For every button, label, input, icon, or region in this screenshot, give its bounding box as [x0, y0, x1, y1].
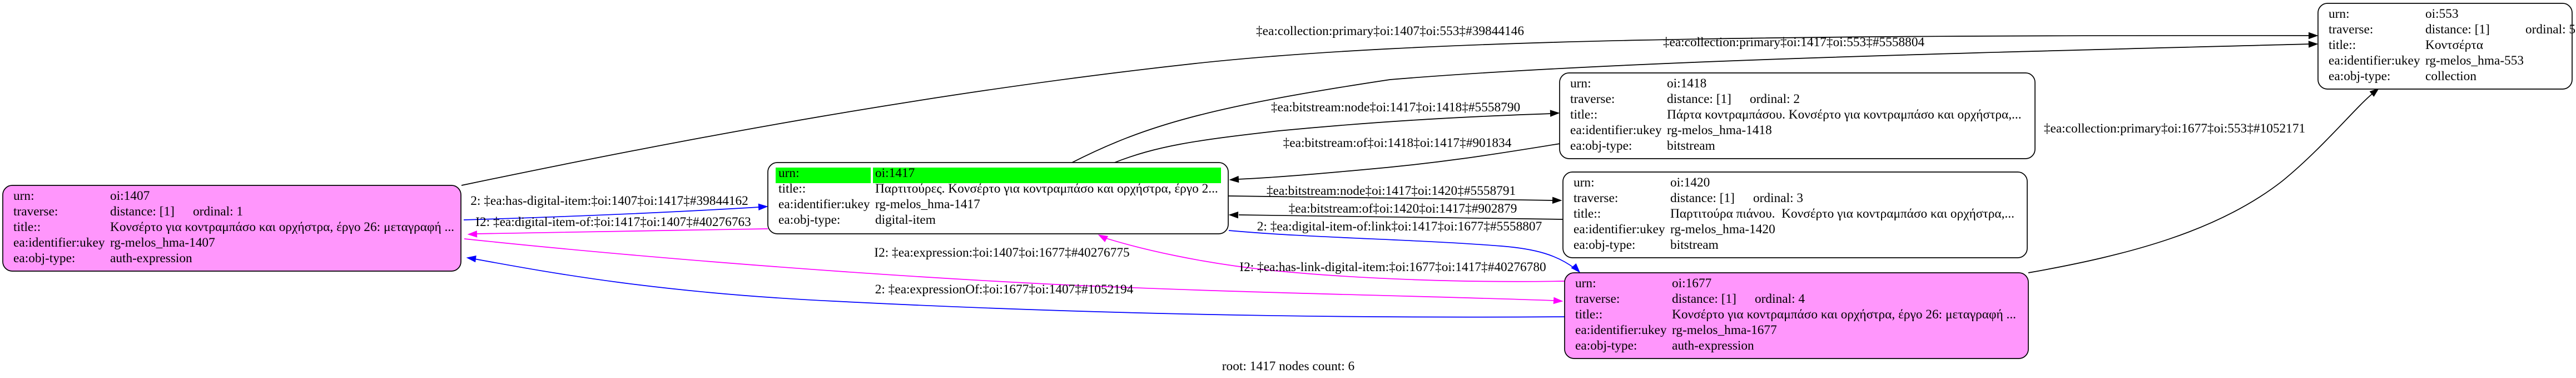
svg-text:I2: ‡ea:has-link-digital-item:: I2: ‡ea:has-link-digital-item:‡oi:1677‡o…	[1239, 260, 1546, 274]
svg-text:ordinal: 2: ordinal: 2	[1750, 92, 1800, 106]
svg-text:traverse:: traverse:	[1570, 92, 1615, 106]
svg-text:urn:: urn:	[13, 189, 34, 203]
svg-text:I2: ‡ea:expression:‡oi:1407‡oi: I2: ‡ea:expression:‡oi:1407‡oi:1677‡#402…	[874, 246, 1129, 260]
svg-text:rg-melos_hma-1417: rg-melos_hma-1417	[875, 197, 980, 212]
svg-text:traverse:: traverse:	[2329, 22, 2373, 37]
svg-text:auth-expression: auth-expression	[110, 251, 192, 266]
svg-text:ea:identifier:ukey: ea:identifier:ukey	[2329, 53, 2420, 68]
svg-text:ea:obj-type:: ea:obj-type:	[13, 251, 75, 266]
svg-text:Κοντσέρτα: Κοντσέρτα	[2425, 38, 2483, 52]
svg-text:title::: title::	[1570, 107, 1597, 122]
svg-text:distance: [1]: distance: [1]	[1667, 92, 1731, 106]
svg-text:distance: [1]: distance: [1]	[110, 204, 175, 219]
svg-text:urn:: urn:	[778, 166, 800, 180]
svg-text:‡ea:collection:primary‡oi:1417: ‡ea:collection:primary‡oi:1417‡oi:553‡#5…	[1663, 35, 1925, 50]
svg-text:urn:: urn:	[1570, 76, 1591, 91]
svg-text:2: ‡ea:has-digital-item:‡oi:14: 2: ‡ea:has-digital-item:‡oi:1407‡oi:1417…	[470, 194, 748, 208]
svg-text:ea:identifier:ukey: ea:identifier:ukey	[778, 197, 870, 212]
svg-text:traverse:: traverse:	[1574, 191, 1618, 205]
svg-text:‡ea:collection:primary‡oi:1407: ‡ea:collection:primary‡oi:1407‡oi:553‡#3…	[1256, 24, 1524, 38]
svg-text:root: 1417 nodes count: 6: root: 1417 nodes count: 6	[1222, 359, 1354, 374]
svg-text:distance: [1]: distance: [1]	[2425, 22, 2490, 37]
svg-text:2: ‡ea:digital-item-of:link‡oi: 2: ‡ea:digital-item-of:link‡oi:1417‡oi:1…	[1257, 219, 1542, 234]
svg-text:rg-melos_hma-1407: rg-melos_hma-1407	[110, 235, 215, 250]
svg-text:oi:1417: oi:1417	[875, 166, 915, 180]
svg-text:auth-expression: auth-expression	[1672, 338, 1754, 353]
svg-text:I2: ‡ea:digital-item-of:‡oi:14: I2: ‡ea:digital-item-of:‡oi:1417‡oi:1407…	[475, 215, 751, 229]
svg-text:title::: title::	[1575, 307, 1602, 322]
svg-text:digital-item: digital-item	[875, 213, 936, 227]
svg-text:Κονσέρτο για κοντραμπάσο και ο: Κονσέρτο για κοντραμπάσο και ορχήστρα, έ…	[1672, 307, 2016, 322]
svg-text:‡ea:bitstream:node‡oi:1417‡oi:: ‡ea:bitstream:node‡oi:1417‡oi:1418‡#5558…	[1271, 100, 1520, 115]
svg-text:Πάρτα κοντραμπάσου. Κονσέρτο γ: Πάρτα κοντραμπάσου. Κονσέρτο για κοντραμ…	[1667, 107, 2022, 122]
svg-text:oi:553: oi:553	[2425, 7, 2459, 21]
svg-text:distance: [1]: distance: [1]	[1670, 191, 1735, 205]
svg-text:oi:1677: oi:1677	[1672, 276, 1711, 291]
svg-text:Παρτιτούρες. Κονσέρτο για κοντ: Παρτιτούρες. Κονσέρτο για κοντραμπάσο κα…	[875, 181, 1218, 196]
svg-text:oi:1418: oi:1418	[1667, 76, 1706, 91]
svg-text:distance: [1]: distance: [1]	[1672, 292, 1736, 306]
svg-text:title::: title::	[778, 181, 806, 196]
svg-text:ea:identifier:ukey: ea:identifier:ukey	[13, 235, 105, 250]
svg-text:rg-melos_hma-1418: rg-melos_hma-1418	[1667, 123, 1772, 138]
svg-text:ordinal: 5: ordinal: 5	[2525, 22, 2575, 37]
svg-text:ea:identifier:ukey: ea:identifier:ukey	[1570, 123, 1662, 138]
svg-text:ea:obj-type:: ea:obj-type:	[2329, 69, 2390, 84]
svg-text:‡ea:bitstream:node‡oi:1417‡oi:: ‡ea:bitstream:node‡oi:1417‡oi:1420‡#5558…	[1267, 184, 1516, 198]
svg-text:urn:: urn:	[1575, 276, 1596, 291]
svg-text:ordinal: 1: ordinal: 1	[193, 204, 243, 219]
svg-text:title::: title::	[1574, 207, 1601, 221]
svg-text:oi:1420: oi:1420	[1670, 175, 1710, 190]
svg-text:‡ea:bitstream:of‡oi:1418‡oi:14: ‡ea:bitstream:of‡oi:1418‡oi:1417‡#901834	[1283, 136, 1512, 150]
svg-text:ea:identifier:ukey: ea:identifier:ukey	[1574, 222, 1665, 237]
svg-text:‡ea:bitstream:of‡oi:1420‡oi:14: ‡ea:bitstream:of‡oi:1420‡oi:1417‡#902879	[1289, 202, 1517, 216]
svg-text:ordinal: 3: ordinal: 3	[1753, 191, 1803, 205]
svg-text:oi:1407: oi:1407	[110, 189, 150, 203]
svg-text:rg-melos_hma-553: rg-melos_hma-553	[2425, 53, 2524, 68]
svg-text:bitstream: bitstream	[1667, 139, 1715, 153]
svg-text:ea:obj-type:: ea:obj-type:	[778, 213, 840, 227]
svg-text:urn:: urn:	[1574, 175, 1595, 190]
svg-text:traverse:: traverse:	[13, 204, 58, 219]
svg-text:rg-melos_hma-1420: rg-melos_hma-1420	[1670, 222, 1775, 237]
svg-text:traverse:: traverse:	[1575, 292, 1620, 306]
svg-text:Παρτιτούρα πιάνου. Κονσέρτο γ: Παρτιτούρα πιάνου. Κονσέρτο για κοντραμπ…	[1670, 207, 2014, 221]
svg-text:title::: title::	[13, 220, 41, 234]
svg-text:rg-melos_hma-1677: rg-melos_hma-1677	[1672, 323, 1777, 337]
svg-text:ea:obj-type:: ea:obj-type:	[1575, 338, 1637, 353]
svg-text:2: ‡ea:expressionOf:‡oi:1677‡o: 2: ‡ea:expressionOf:‡oi:1677‡oi:1407‡#10…	[875, 282, 1134, 297]
svg-text:ea:obj-type:: ea:obj-type:	[1570, 139, 1632, 153]
svg-text:bitstream: bitstream	[1670, 238, 1719, 252]
svg-text:collection: collection	[2425, 69, 2476, 84]
svg-text:ea:obj-type:: ea:obj-type:	[1574, 238, 1635, 252]
svg-text:ea:identifier:ukey: ea:identifier:ukey	[1575, 323, 1667, 337]
svg-text:urn:: urn:	[2329, 7, 2350, 21]
svg-text:Κονσέρτο για κοντραμπάσο και ο: Κονσέρτο για κοντραμπάσο και ορχήστρα, έ…	[110, 220, 454, 234]
svg-text:title::: title::	[2329, 38, 2356, 52]
svg-text:‡ea:collection:primary‡oi:1677: ‡ea:collection:primary‡oi:1677‡oi:553‡#1…	[2044, 121, 2305, 136]
svg-text:ordinal: 4: ordinal: 4	[1755, 292, 1805, 306]
